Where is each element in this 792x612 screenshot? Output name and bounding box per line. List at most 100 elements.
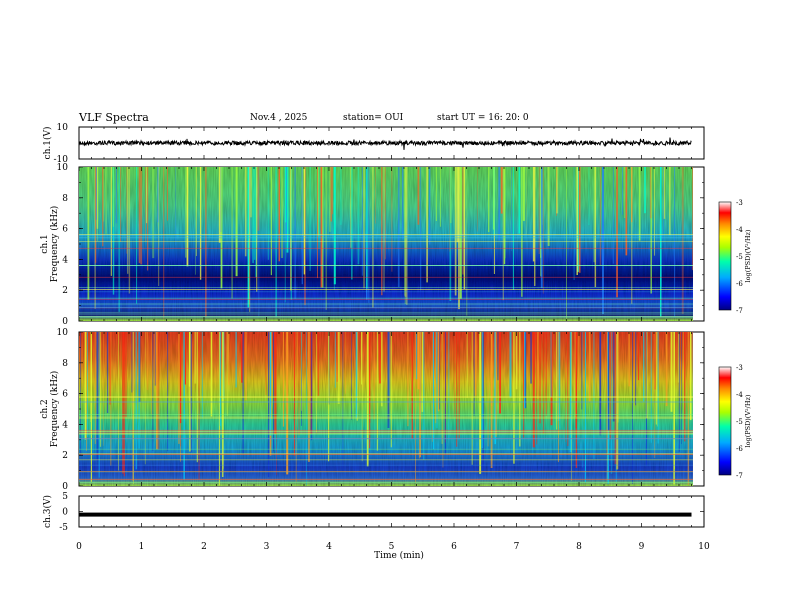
spectrogram-streak [184, 332, 186, 385]
spectrogram-streak [623, 167, 626, 218]
spectrogram-streak [454, 167, 457, 296]
spectrogram-streak [449, 167, 451, 252]
spectrogram-streak [608, 332, 610, 431]
spectrogram-streak [302, 167, 303, 237]
spectrogram-streak [689, 332, 692, 421]
spectrogram-streak [103, 332, 104, 446]
x-tick-label: 2 [201, 542, 207, 552]
spectrogram-streak [521, 167, 523, 297]
ch2-spectrogram-colorbar-tick-label: -6 [736, 445, 743, 453]
spectrogram-streak [439, 332, 440, 410]
spectrogram-streak [594, 167, 597, 288]
spectrogram-band [79, 432, 693, 433]
ch2-spectrogram-ylabel-channel: ch.2 [40, 399, 50, 418]
spectrogram-streak [157, 167, 159, 223]
ch1-waveform-trace [78, 137, 692, 150]
x-tick-label: 6 [451, 542, 457, 552]
spectrogram-streak [373, 332, 375, 420]
ch2-spectrogram-colorbar-label: log(PSD)(V²/Hz) [744, 394, 752, 447]
spectrogram-streak [276, 332, 277, 476]
spectrogram-streak [450, 167, 452, 224]
spectrogram-streak [571, 332, 572, 481]
spectrogram-streak [196, 167, 197, 256]
spectrogram-streak [333, 167, 335, 290]
ch2-spectrogram-ytick-label: 2 [62, 451, 68, 461]
spectrogram-streak [167, 332, 169, 452]
spectrogram-streak [221, 332, 224, 477]
spectrogram-streak [509, 332, 512, 398]
spectrogram-streak [361, 332, 363, 385]
spectrogram-streak [616, 332, 618, 470]
spectrogram-streak [556, 167, 557, 216]
spectrogram-streak [250, 167, 252, 218]
spectrogram-streak [511, 167, 512, 252]
spectrogram-streak [522, 167, 525, 221]
spectrogram-streak [460, 167, 462, 299]
ch2-spectrogram-ylabel: Frequency (kHz) [49, 371, 60, 448]
spectrogram-streak [502, 167, 504, 301]
spectrogram-streak [497, 332, 499, 381]
ch3-waveform-ytick-label: 0 [62, 508, 68, 518]
spectrogram-streak [254, 167, 256, 260]
spectrogram-streak [265, 332, 267, 396]
spectrogram-streak [462, 167, 464, 275]
spectrogram-streak [138, 167, 141, 264]
ch2-colorbar [718, 366, 732, 476]
spectrogram-streak [322, 167, 324, 288]
spectrogram-streak [247, 167, 249, 308]
spectrogram-streak [545, 332, 547, 416]
spectrogram-streak [471, 332, 473, 465]
spectrogram-streak [500, 167, 503, 214]
spectrogram-streak [267, 167, 269, 260]
spectrogram-streak [654, 332, 656, 390]
spectrogram-streak [534, 167, 536, 286]
spectrogram-streak [574, 332, 577, 418]
spectrogram-streak [678, 332, 680, 452]
spectrogram-streak [632, 332, 633, 484]
spectrogram-streak [126, 167, 128, 254]
spectrogram-streak [576, 167, 578, 275]
spectrogram-streak [532, 332, 535, 448]
spectrogram-streak [556, 167, 559, 214]
spectrogram-streak [435, 167, 437, 221]
spectrogram-streak [494, 332, 496, 445]
spectrogram-streak [138, 332, 140, 449]
spectrogram-streak [286, 167, 289, 253]
spectrogram-streak [481, 332, 484, 449]
spectrogram-streak [380, 332, 383, 407]
start-time-label: start UT = 16: 20: 0 [437, 113, 529, 123]
spectrogram-streak [616, 167, 618, 298]
spectrogram-streak [87, 332, 88, 437]
spectrogram-streak [180, 332, 181, 447]
spectrogram-streak [218, 332, 221, 486]
spectrogram-streak [391, 167, 393, 272]
spectrogram-streak [488, 167, 490, 233]
spectrogram-streak [194, 332, 197, 384]
spectrogram-streak [646, 332, 648, 418]
spectrogram-band [79, 433, 693, 434]
spectrogram-streak [448, 332, 450, 440]
spectrogram-streak [449, 167, 452, 301]
spectrogram-band [79, 276, 693, 278]
spectrogram-streak [84, 332, 87, 440]
ch1-spectrogram-colorbar-tick-label: -5 [736, 253, 743, 261]
spectrogram-streak [565, 332, 566, 442]
spectrogram-streak [284, 167, 287, 223]
spectrogram-streak [436, 332, 437, 384]
spectrogram-streak [115, 167, 117, 224]
spectrogram-streak [493, 167, 496, 236]
spectrogram-streak [542, 332, 545, 434]
spectrogram-streak [677, 332, 680, 383]
spectrogram-streak [167, 167, 168, 221]
spectrogram-band [79, 429, 693, 431]
spectrogram-streak [683, 332, 684, 430]
ch1-waveform-ytick-label: -10 [54, 155, 69, 165]
spectrogram-streak [503, 167, 506, 265]
spectrogram-streak [493, 167, 495, 274]
spectrogram-streak [406, 167, 408, 305]
spectrogram-streak [628, 332, 630, 387]
spectrogram-streak [186, 167, 189, 267]
spectrogram-streak [219, 332, 222, 426]
spectrogram-streak [301, 332, 302, 426]
spectrogram-streak [231, 167, 233, 299]
